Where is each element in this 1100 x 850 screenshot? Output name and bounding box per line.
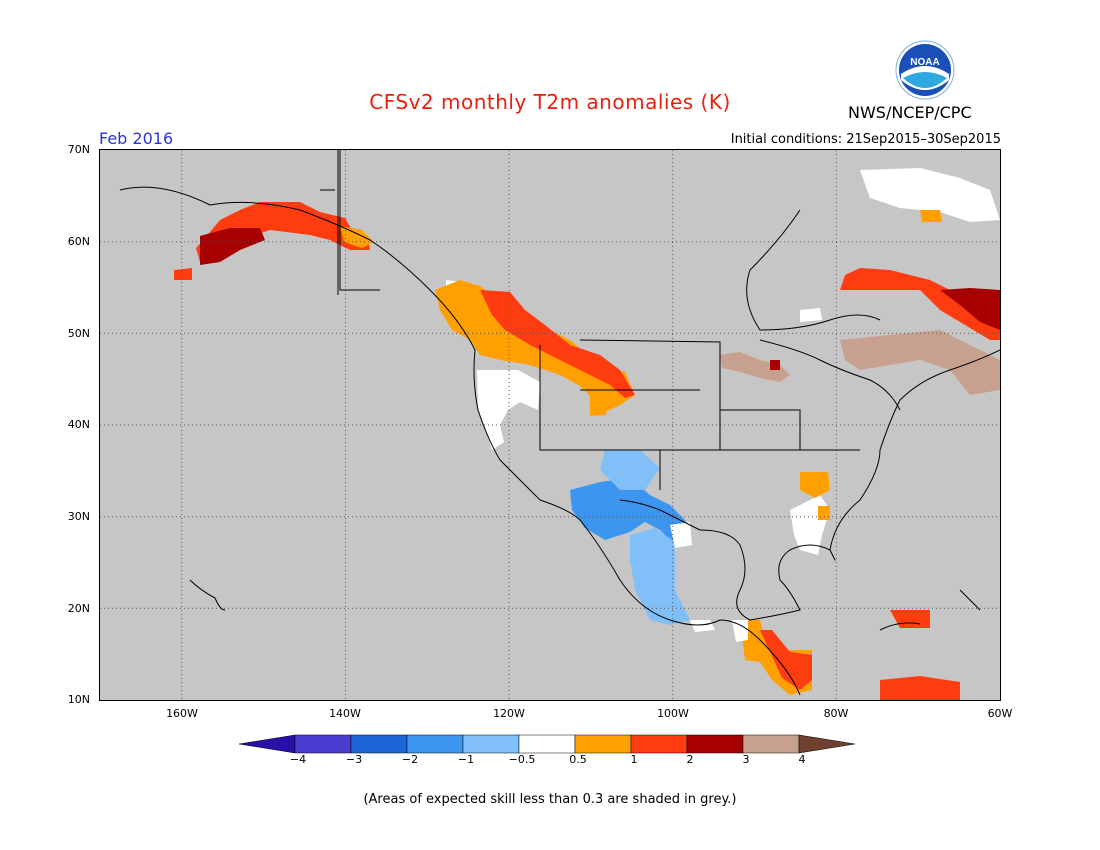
colorbar-cell [574, 734, 632, 754]
colorbar-label: −3 [345, 753, 363, 766]
lat-label: 40N [67, 418, 90, 431]
lon-label: 80W [823, 707, 849, 720]
noaa-logo: NOAA [895, 40, 955, 100]
svg-text:NOAA: NOAA [910, 57, 939, 68]
forecast-month: Feb 2016 [99, 129, 174, 148]
colorbar-label: −0.5 [508, 753, 536, 766]
lon-label: 140W [329, 707, 361, 720]
lon-label: 120W [493, 707, 525, 720]
lat-label: 10N [67, 693, 90, 706]
coastlines [119, 150, 1000, 696]
colorbar-label: 4 [798, 753, 806, 766]
initial-conditions: Initial conditions: 21Sep2015–30Sep2015 [730, 132, 1001, 147]
lon-label: 100W [657, 707, 689, 720]
colorbar-cell [462, 734, 520, 754]
colorbar-label: 0.5 [569, 753, 587, 766]
lat-label: 20N [67, 602, 90, 615]
colorbar-end-low [239, 734, 296, 754]
colorbar-cell [686, 734, 744, 754]
lat-label: 60N [67, 235, 90, 248]
figure-title: CFSv2 monthly T2m anomalies (K) [369, 90, 731, 114]
lon-label: 160W [166, 707, 198, 720]
colorbar-cell [406, 734, 464, 754]
colorbar-label: 2 [686, 753, 694, 766]
lat-label: 50N [67, 327, 90, 340]
colorbar-label: −2 [401, 753, 419, 766]
agency-label: NWS/NCEP/CPC [848, 103, 972, 122]
colorbar-cell [294, 734, 352, 754]
anomaly-map [99, 149, 1001, 701]
colorbar-end-high [798, 734, 856, 754]
colorbar [239, 734, 856, 754]
colorbar-label: 1 [630, 753, 638, 766]
lon-label: 60W [987, 707, 1013, 720]
colorbar-label: −1 [457, 753, 475, 766]
colorbar-cell [518, 734, 576, 754]
lat-label: 70N [67, 143, 90, 156]
colorbar-cell [630, 734, 688, 754]
lat-label: 30N [67, 510, 90, 523]
colorbar-cell [350, 734, 408, 754]
colorbar-cell [742, 734, 800, 754]
skill-note: (Areas of expected skill less than 0.3 a… [363, 792, 737, 807]
colorbar-label: −4 [289, 753, 307, 766]
colorbar-label: 3 [742, 753, 750, 766]
